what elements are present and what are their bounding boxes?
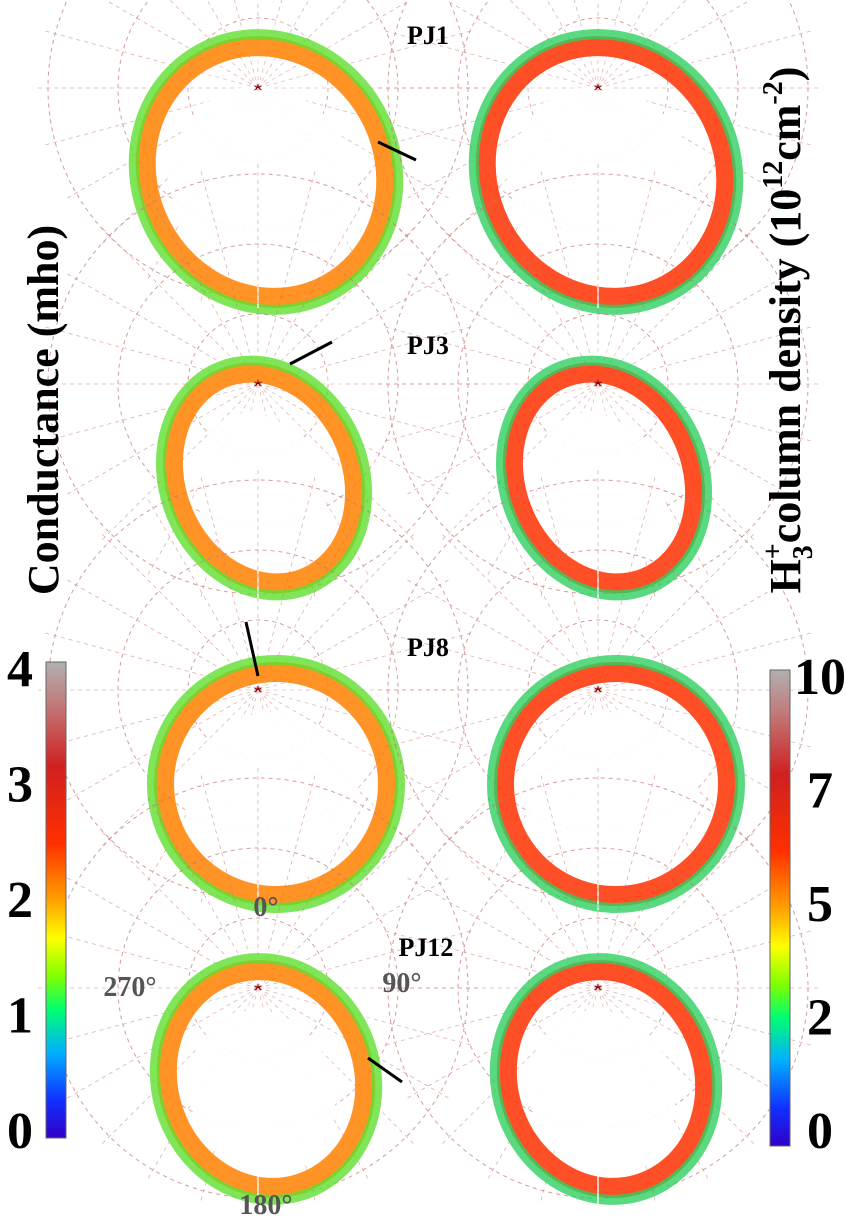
cap-emission [588,763,676,857]
outer-oval [468,29,744,315]
left-tick: 0 [7,1103,33,1160]
main-oval [162,362,366,594]
label-part: ) [761,67,810,82]
angle-label-90: 90° [382,968,421,999]
right-tick: 0 [807,1103,833,1160]
cap-emission [583,1060,659,1152]
left-colorbar: 0 1 2 3 4 [7,641,67,1160]
panel-pj8-column-density: ✶ [378,470,818,913]
label-part: 3 [788,545,819,559]
outer-oval [489,953,723,1205]
right-tick: 5 [807,876,833,933]
main-oval [135,36,397,308]
perijove-label: PJ8 [407,633,449,662]
outer-oval [495,355,713,601]
outer-oval [155,355,373,601]
angle-label-180: 180° [239,1190,292,1221]
right-tick: 7 [807,763,833,820]
cap-emission [236,141,334,250]
left-colorbar-gradient [45,661,67,1139]
perijove-label: PJ12 [399,933,454,962]
main-oval [156,960,376,1198]
right-tick: 2 [807,990,833,1047]
outer-oval [487,655,745,913]
main-oval [475,36,737,308]
cap-emission [576,141,674,250]
label-part: cm [761,105,810,161]
direction-marker [377,140,417,162]
label-part: + [758,543,789,559]
left-tick: 3 [7,757,33,814]
polar-panels: ✶✶PJ1✶✶PJ3✶✶PJ8✶✶PJ12 [38,0,818,1208]
direction-marker [244,621,260,677]
outer-oval [149,953,383,1205]
panel-pj3-column-density: ✶ [378,164,818,604]
perijove-label: PJ3 [407,331,449,360]
right-colorbar-gradient [769,669,791,1147]
label-part: column density (10 [761,189,810,543]
panel-pj3-conductance: ✶ [38,164,478,604]
angle-label-270: 270° [103,972,156,1003]
outer-oval [147,655,405,913]
label-part: H [761,559,810,593]
label-part: 12 [758,161,789,189]
direction-marker [289,340,333,366]
direction-marker [367,1056,403,1084]
right-colorbar: 0 2 5 7 10 [769,649,846,1160]
perijove-label: PJ1 [407,21,449,50]
outer-oval [128,29,404,315]
main-oval [494,662,738,906]
main-oval [154,662,398,906]
right-axis-label: H3+column density (1012cm-2) [758,67,819,594]
main-oval [502,362,706,594]
left-axis-label: Conductance (mho) [19,225,68,595]
right-tick: 10 [794,649,846,706]
panel-pj12-column-density: ✶ [378,768,818,1208]
panel-pj12-conductance: ✶ [38,768,478,1208]
left-tick: 4 [7,641,33,698]
cap-emission [248,763,336,857]
cap-emission [243,1060,319,1152]
label-part: -2 [758,81,789,104]
main-oval [496,960,716,1198]
cap-emission [247,460,315,547]
angle-label-0: 0° [253,892,278,923]
left-tick: 2 [7,872,33,929]
panel-pj8-conductance: ✶ [38,470,478,913]
panel-pj1-conductance: ✶ [38,0,478,315]
left-tick: 1 [7,988,33,1045]
cap-emission [587,460,655,547]
